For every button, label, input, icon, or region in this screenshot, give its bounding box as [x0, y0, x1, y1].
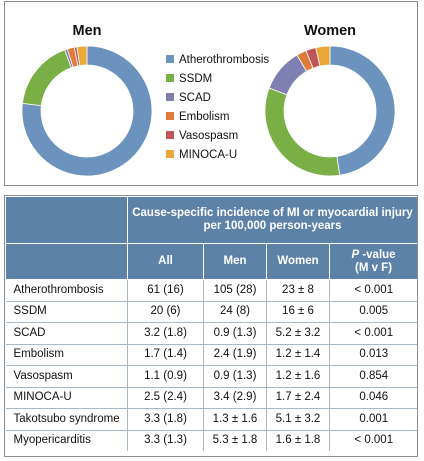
- cell-men: 2.4 (1.9): [203, 343, 267, 366]
- legend-label: SCAD: [179, 92, 211, 104]
- cell-pvalue: 0.046: [328, 386, 417, 409]
- table-row: SSDM 20 (6) 24 (8) 16 ± 6 0.005: [5, 300, 417, 323]
- cell-all: 3.3 (1.3): [127, 429, 204, 451]
- pvalue-suffix: -value: [359, 248, 396, 261]
- cell-women: 1.6 ± 1.8: [266, 429, 330, 451]
- row-label: Atherothrombosis: [5, 279, 128, 301]
- incidence-table-panel: Cause-specific incidence of MI or myocar…: [4, 195, 418, 457]
- slice-minoca-u: [315, 45, 331, 67]
- header-blank-cell: [5, 243, 128, 280]
- cell-all: 1.7 (1.4): [127, 343, 204, 366]
- column-header-all: All: [127, 243, 204, 280]
- cell-pvalue: < 0.001: [328, 429, 417, 451]
- legend-swatch: [166, 131, 174, 139]
- cell-women: 23 ± 8: [266, 279, 330, 301]
- cell-women: 5.2 ± 3.2: [266, 322, 330, 344]
- row-label: Takotsubo syndrome: [5, 408, 128, 430]
- cell-men: 3.4 (2.9): [203, 386, 267, 409]
- cell-women: 5.1 ± 3.2: [266, 408, 330, 430]
- legend-swatch: [166, 150, 174, 158]
- cell-all: 2.5 (2.4): [127, 386, 204, 409]
- column-header-women: Women: [266, 243, 330, 280]
- women-donut-chart: [264, 45, 396, 177]
- row-label: SSDM: [5, 300, 128, 323]
- cell-all: 3.3 (1.8): [127, 408, 204, 430]
- pvalue-subheader: (M v F): [354, 261, 393, 274]
- cell-pvalue: < 0.001: [328, 322, 417, 344]
- slice-ssdm: [264, 87, 341, 177]
- cell-women: 1.2 ± 1.6: [266, 365, 330, 387]
- table-row: Vasospasm 1.1 (0.9) 0.9 (1.3) 1.2 ± 1.6 0.85…: [5, 365, 417, 387]
- cell-men: 105 (28): [203, 279, 267, 301]
- table-row: MINOCA-U 2.5 (2.4) 3.4 (2.9) 1.7 ± 2.4 0.046: [5, 386, 417, 409]
- table-row: Embolism 1.7 (1.4) 2.4 (1.9) 1.2 ± 1.4 0.013: [5, 343, 417, 366]
- legend-swatch: [166, 74, 174, 82]
- legend-label: MINOCA-U: [179, 149, 237, 161]
- legend-swatch: [166, 112, 174, 120]
- men-chart-title: Men: [73, 23, 102, 39]
- header-blank-cell: [5, 196, 128, 244]
- men-donut-chart: [21, 45, 153, 177]
- incidence-table: Cause-specific incidence of MI or myocar…: [5, 196, 417, 451]
- legend-swatch: [166, 55, 174, 63]
- cell-men: 1.3 ± 1.6: [203, 408, 267, 430]
- cell-men: 0.9 (1.3): [203, 322, 267, 344]
- cell-women: 1.2 ± 1.4: [266, 343, 330, 366]
- cell-pvalue: < 0.001: [328, 279, 417, 301]
- legend-label: SSDM: [179, 73, 212, 85]
- row-label: MINOCA-U: [5, 386, 128, 409]
- donut-charts: Men Women Atherothrombosis SSDM SCAD Emboli…: [21, 23, 396, 177]
- legend-swatch: [166, 93, 174, 101]
- cell-all: 20 (6): [127, 300, 204, 323]
- table-row: Takotsubo syndrome 3.3 (1.8) 1.3 ± 1.6 5.1 …: [5, 408, 417, 430]
- chart-legend: Atherothrombosis SSDM SCAD Embolism Vasospas…: [166, 54, 269, 161]
- cell-women: 1.7 ± 2.4: [266, 386, 330, 409]
- legend-label: Embolism: [179, 111, 229, 123]
- cell-men: 0.9 (1.3): [203, 365, 267, 387]
- cell-all: 61 (16): [127, 279, 204, 301]
- row-label: Vasospasm: [5, 365, 128, 387]
- column-header-pvalue: P -value (M v F): [328, 243, 417, 280]
- legend-label: Vasospasm: [179, 130, 238, 142]
- row-label: Myopericarditis: [5, 429, 128, 451]
- cell-pvalue: 0.854: [328, 365, 417, 387]
- table-row: Atherothrombosis 61 (16) 105 (28) 23 ± 8 < 0…: [5, 279, 417, 301]
- table-group-header: Cause-specific incidence of MI or myocar…: [126, 196, 417, 244]
- pvalue-letter: P: [351, 248, 360, 261]
- row-label: SCAD: [5, 322, 128, 344]
- slice-minoca-u: [76, 45, 88, 67]
- chart-panel: Men Women Atherothrombosis SSDM SCAD Emboli…: [4, 1, 418, 186]
- table-row: SCAD 3.2 (1.8) 0.9 (1.3) 5.2 ± 3.2 < 0.001: [5, 322, 417, 344]
- slice-atherothrombosis: [21, 45, 153, 177]
- cell-men: 24 (8): [203, 300, 267, 323]
- women-chart-title: Women: [304, 23, 356, 39]
- cell-women: 16 ± 6: [266, 300, 330, 323]
- slice-ssdm: [22, 49, 72, 107]
- legend-label: Atherothrombosis: [179, 54, 269, 66]
- cell-men: 5.3 ± 1.8: [203, 429, 267, 451]
- table-row: Myopericarditis 3.3 (1.3) 5.3 ± 1.8 1.6 ± 1…: [5, 429, 417, 451]
- column-header-men: Men: [203, 243, 267, 280]
- row-label: Embolism: [5, 343, 128, 366]
- cell-pvalue: 0.013: [328, 343, 417, 366]
- cell-pvalue: 0.001: [328, 408, 417, 430]
- cell-all: 3.2 (1.8): [127, 322, 204, 344]
- cell-pvalue: 0.005: [328, 300, 417, 323]
- slice-atherothrombosis: [329, 45, 396, 176]
- cell-all: 1.1 (0.9): [127, 365, 204, 387]
